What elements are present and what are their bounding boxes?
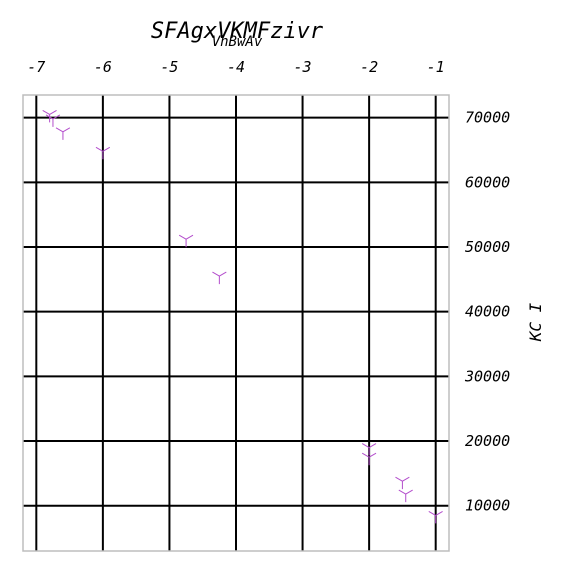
y-tick-label: 10000	[465, 497, 510, 515]
y-axis: 10000 20000 30000 40000 50000 60000 70000	[464, 109, 510, 515]
data-point	[361, 443, 377, 456]
data-point	[212, 271, 227, 285]
y-tick-label: 70000	[465, 109, 510, 127]
x-axis: -7 -6 -5 -4 -3 -2 -1	[27, 58, 444, 76]
data-point	[55, 127, 71, 140]
x-tick-label: -6	[94, 58, 112, 76]
data-point	[95, 146, 111, 160]
y-tick-label: 20000	[465, 432, 510, 450]
y-tick-label: 40000	[465, 303, 510, 321]
y-tick-label: 30000	[464, 367, 510, 385]
data-point	[398, 489, 413, 503]
data-point	[395, 476, 410, 490]
data-point	[428, 510, 443, 524]
x-tick-label: -5	[160, 58, 178, 76]
data-points	[42, 109, 443, 524]
x-tick-label: -7	[27, 58, 45, 76]
y-axis-label: KC I	[526, 302, 545, 342]
data-point	[361, 452, 377, 466]
y-tick-label: 50000	[465, 238, 510, 256]
y-tick-label: 60000	[465, 173, 510, 191]
x-tick-label: -3	[294, 58, 312, 76]
data-point	[42, 109, 57, 123]
plot-frame	[22, 94, 450, 552]
x-tick-label: -2	[360, 58, 378, 76]
grid-lines	[23, 95, 449, 551]
chart-subtitle: VhBwAv	[212, 34, 263, 50]
chart-title: SFAgxVKMFzivr	[151, 19, 324, 44]
x-tick-label: -1	[427, 58, 445, 76]
x-tick-label: -4	[227, 58, 245, 76]
data-point	[45, 114, 61, 127]
data-point	[178, 234, 194, 248]
